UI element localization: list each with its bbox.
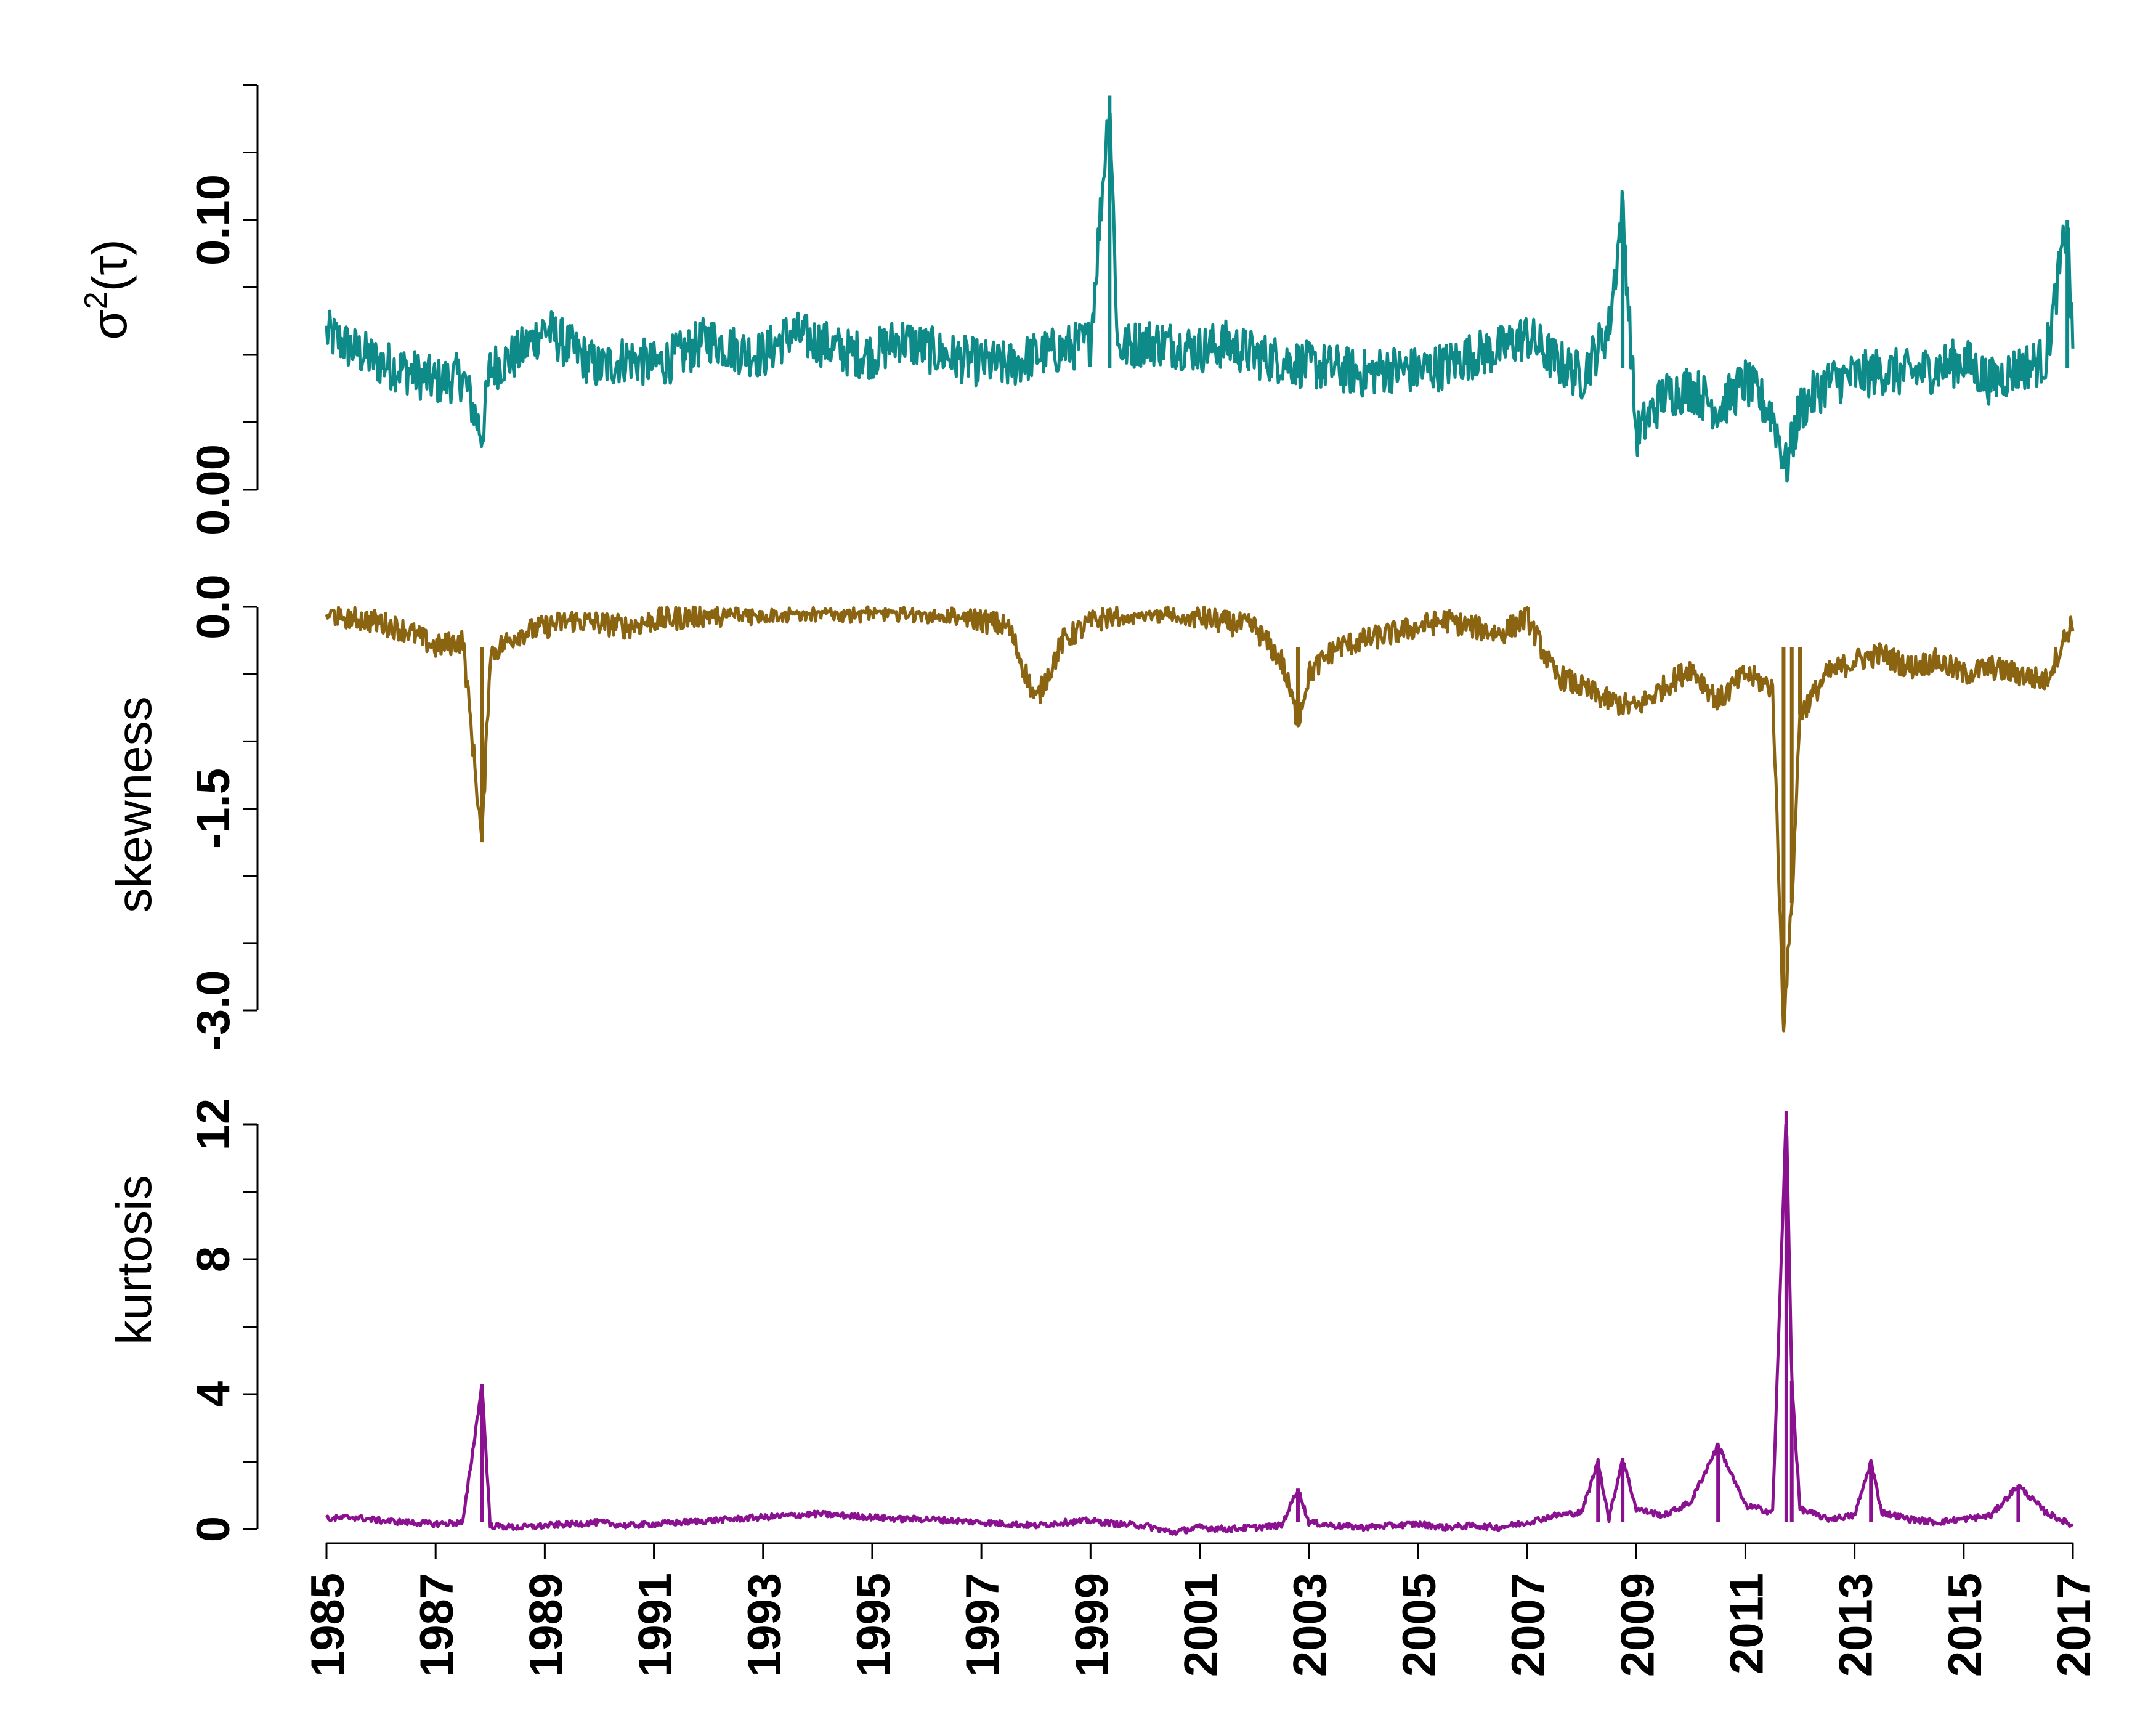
x-tick-label: 1989 [520,1573,572,1677]
variance-y-label-superscript: 2 [78,291,114,309]
x-tick-label: 1997 [957,1573,1009,1677]
x-tick-label: 2015 [1939,1573,1992,1677]
x-tick-label: 2017 [2048,1573,2101,1677]
x-tick-label: 2007 [1502,1573,1555,1677]
time-x-axis: 1985 1987 1989 1991 1993 1995 1997 1999 2001 2003… [302,1542,2101,1677]
kurtosis-line [325,1123,2074,1536]
kurtosis-y-tick-label: 12 [187,1098,240,1151]
variance-y-label-symbol: σ [82,309,137,339]
kurtosis-y-tick-label: 8 [187,1246,240,1272]
kurtosis-y-axis: 0 4 8 12 [187,1098,259,1542]
skewness-y-label: skewness [107,696,161,912]
skewness-y-axis: -3.0 -1.5 0.0 [187,574,259,1051]
x-tick-label: 2009 [1611,1573,1664,1677]
variance-y-label: σ2(τ) [78,239,137,339]
x-tick-label: 1999 [1066,1573,1118,1677]
skewness-y-tick-label: -1.5 [187,768,240,849]
kurtosis-series [325,1111,2074,1536]
variance-y-label-suffix: (τ) [82,239,137,291]
variance-y-tick-label: 0.10 [187,174,240,266]
kurtosis-panel: 0 4 8 12 kurtosis [107,1098,2074,1542]
kurtosis-y-tick-label: 0 [187,1516,240,1542]
x-tick-label: 2003 [1284,1573,1337,1677]
variance-line [325,112,2075,483]
x-tick-label: 1991 [630,1573,682,1677]
kurtosis-y-tick-label: 4 [187,1381,240,1407]
x-tick-label: 2005 [1393,1573,1446,1677]
skewness-y-tick-label: 0.0 [187,574,240,639]
skewness-series [325,605,2075,1033]
skewness-y-tick-label: -3.0 [187,970,240,1051]
x-tick-label: 1993 [739,1573,791,1677]
x-tick-label: 2011 [1720,1573,1773,1674]
variance-series [325,95,2075,483]
x-tick-label: 1987 [411,1573,463,1677]
variance-y-tick-label: 0.00 [187,444,240,535]
x-tick-label: 1985 [302,1573,354,1677]
skewness-panel: -3.0 -1.5 0.0 skewness [107,574,2075,1051]
variance-y-axis: 0.00 0.10 [187,84,259,535]
x-tick-label: 1995 [848,1573,900,1677]
kurtosis-y-label: kurtosis [107,1175,161,1345]
x-tick-label: 2001 [1175,1573,1228,1677]
variance-panel: 0.00 0.10 σ2(τ) [78,84,2075,535]
x-tick-label: 2013 [1830,1573,1882,1677]
